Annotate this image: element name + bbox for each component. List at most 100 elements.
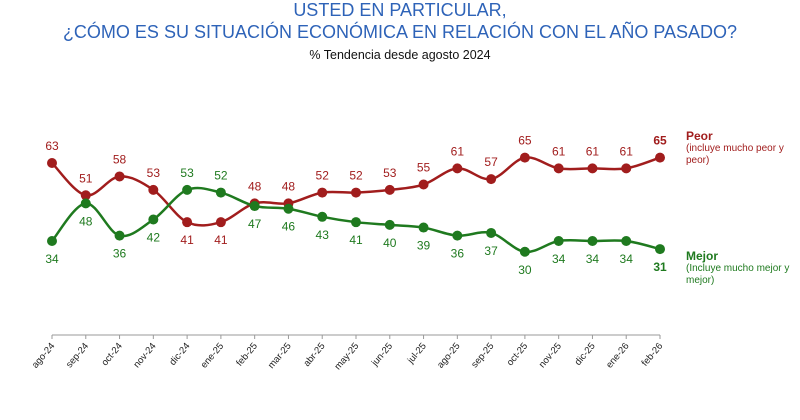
data-point-mejor [47,236,57,247]
data-label-peor: 41 [180,233,194,247]
data-label-peor: 53 [147,166,161,180]
legend-mejor-note: (Incluye mucho mejor y mejor) [686,263,790,286]
x-tick-label: nov-24 [132,341,159,370]
x-tick-label: abr-25 [301,341,327,369]
chart-title: USTED EN PARTICULAR, [293,0,507,20]
x-tick-label: ago-24 [30,341,57,371]
data-label-peor: 55 [417,161,431,175]
x-tick-label: oct-24 [99,341,124,368]
data-label-peor: 51 [79,171,93,185]
data-point-peor [148,184,159,195]
x-tick-label: ago-25 [435,341,462,371]
data-label-mejor: 36 [451,247,465,261]
data-label-peor: 57 [484,155,498,169]
x-tick-label: dic-25 [573,341,598,368]
data-point-peor [215,217,226,228]
x-tick-label: ene-26 [604,341,631,371]
data-label-peor: 53 [383,166,397,180]
chart-subtitle: % Tendencia desde agosto 2024 [309,48,491,62]
data-point-peor [182,217,193,228]
data-point-mejor [418,222,429,233]
data-label-peor: 58 [113,152,127,166]
data-point-mejor [80,198,91,209]
data-label-mejor: 42 [147,230,161,244]
data-label-peor: 48 [282,179,296,193]
data-point-peor [655,152,665,163]
data-point-mejor [655,244,665,255]
data-point-mejor [317,211,328,222]
legend-peor: Peor (incluye mucho peor y peor) [686,130,786,167]
data-point-mejor [148,214,159,225]
data-point-peor [114,171,125,182]
data-label-mejor: 52 [214,169,228,183]
data-label-peor: 61 [620,144,634,158]
data-point-peor [553,163,564,174]
legend-peor-label: Peor [686,129,713,143]
data-label-peor: 52 [349,169,363,183]
data-label-peor: 61 [586,144,600,158]
data-label-mejor: 30 [518,263,532,277]
data-point-mejor [249,201,260,212]
x-tick-label: sep-24 [64,341,91,370]
data-label-mejor: 34 [586,252,600,266]
data-point-mejor [182,184,193,195]
data-point-mejor [384,219,395,230]
data-point-peor [351,187,361,198]
data-point-peor [621,163,632,174]
data-label-peor: 61 [552,144,566,158]
data-label-peor: 63 [45,139,59,153]
data-point-peor [486,174,497,185]
data-point-mejor [553,236,564,247]
data-point-peor [384,184,395,195]
data-label-peor: 61 [451,144,465,158]
x-tick-label: jun-25 [369,341,395,369]
data-label-mejor: 43 [316,228,330,242]
data-point-mejor [621,236,632,247]
data-label-mejor: 39 [417,239,431,253]
x-tick-label: dic-24 [167,341,192,368]
data-point-peor [47,158,57,168]
x-tick-label: sep-25 [469,341,496,370]
data-point-peor [519,152,530,163]
data-point-peor [587,163,598,174]
data-point-peor [418,179,429,190]
data-point-mejor [452,230,463,241]
data-point-mejor [486,227,497,238]
data-point-mejor [215,187,226,198]
data-point-mejor [114,230,125,241]
data-label-mejor: 31 [653,260,667,274]
data-point-peor [452,163,463,174]
data-label-mejor: 47 [248,217,262,231]
data-label-mejor: 46 [282,220,296,234]
legend-mejor: Mejor (Incluye mucho mejor y mejor) [686,250,796,287]
data-label-mejor: 41 [349,233,363,247]
data-label-mejor: 36 [113,247,127,261]
data-label-peor: 65 [518,134,532,148]
data-point-mejor [519,246,530,257]
x-tick-label: feb-25 [234,341,260,369]
x-tick-label: mar-25 [266,341,294,371]
x-tick-label: may-25 [333,341,362,372]
data-label-peor: 52 [316,169,330,183]
data-label-mejor: 34 [45,252,59,266]
data-label-peor: 48 [248,179,262,193]
data-label-mejor: 53 [180,166,194,180]
data-point-mejor [283,203,294,214]
data-point-peor [317,187,328,198]
data-label-peor: 41 [214,233,228,247]
x-tick-label: nov-25 [537,341,564,370]
data-point-mejor [351,217,361,228]
x-tick-label: oct-25 [505,341,530,368]
data-point-peor [80,190,91,201]
data-label-mejor: 40 [383,236,397,250]
data-label-peor: 65 [653,134,667,148]
x-tick-label: ene-25 [199,341,226,371]
data-label-mejor: 37 [484,244,498,258]
data-label-mejor: 48 [79,214,93,228]
legend-mejor-label: Mejor [686,249,719,263]
chart-title-question: ¿CÓMO ES SU SITUACIÓN ECONÓMICA EN RELAC… [62,22,738,42]
data-label-mejor: 34 [620,252,634,266]
data-label-mejor: 34 [552,252,566,266]
